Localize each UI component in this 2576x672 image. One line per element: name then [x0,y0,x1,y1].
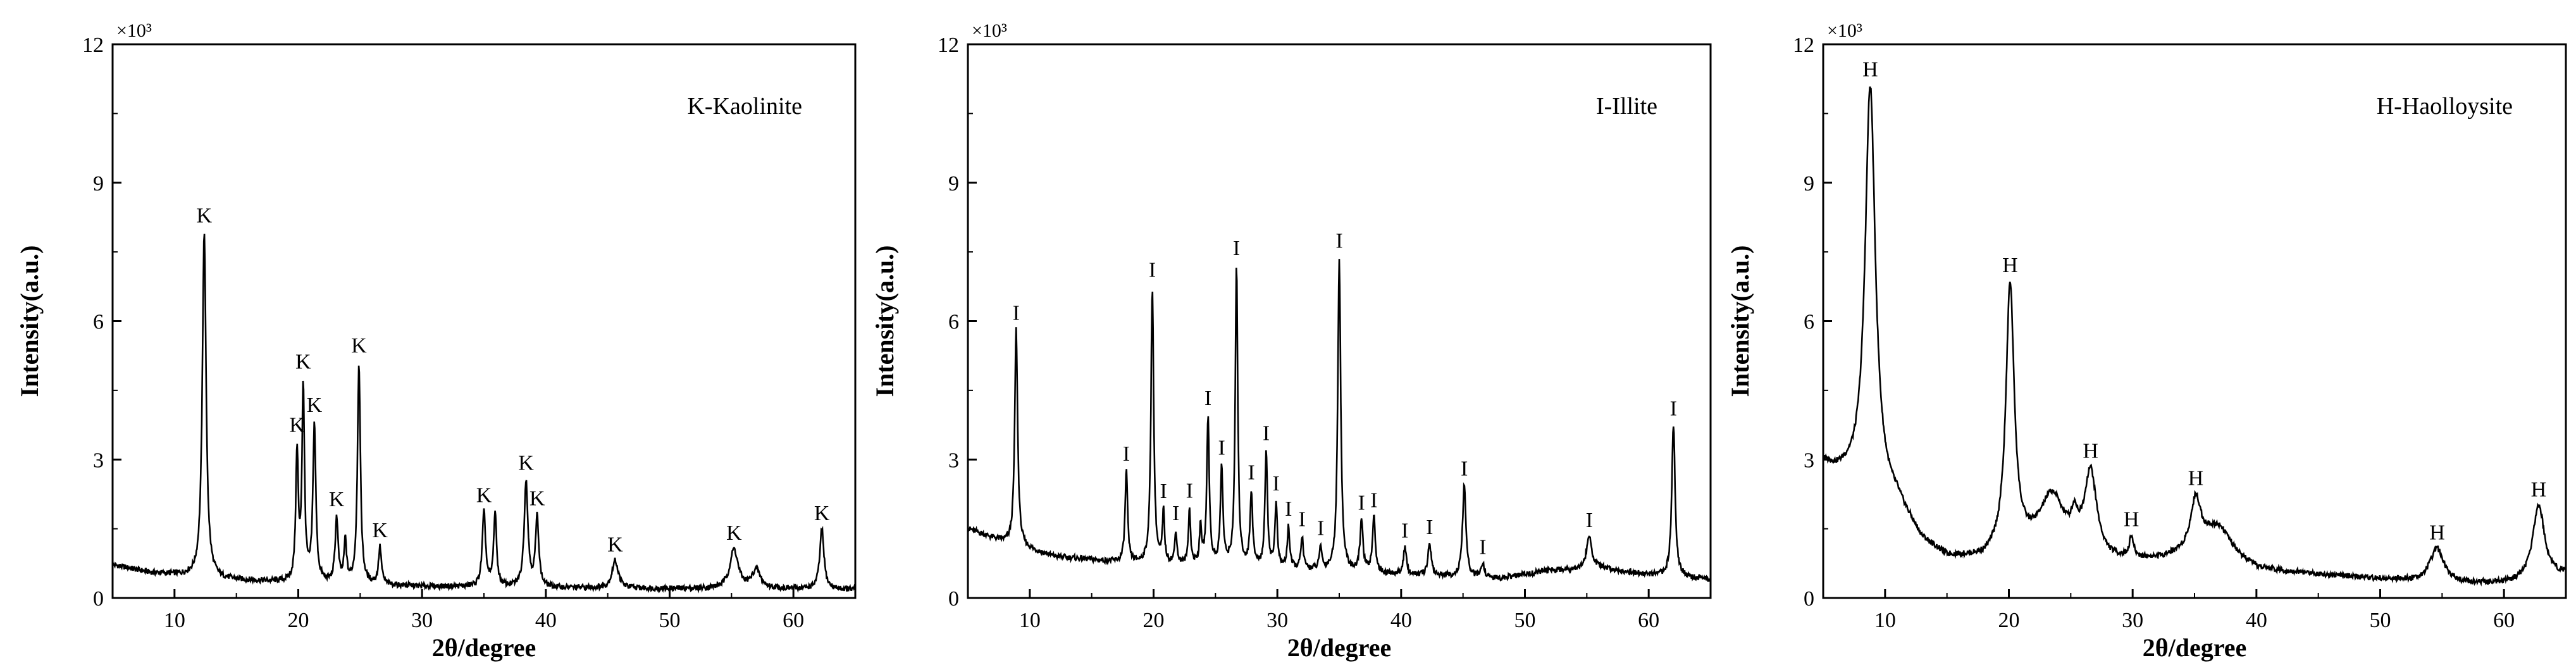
peak-label: K [529,487,545,510]
peak-label: K [289,413,305,437]
peak-label: K [197,204,213,228]
peak-label: I [1160,480,1167,503]
x-tick-label: 30 [1266,609,1288,632]
x-tick-label: 10 [164,609,185,632]
x-tick-label: 60 [2493,609,2515,632]
peak-label: K [607,533,623,557]
y-tick-label: 6 [93,311,104,334]
x-tick-label: 30 [411,609,433,632]
x-tick-label: 40 [2246,609,2267,632]
peak-label: H [2124,507,2139,531]
peak-label: H [2188,466,2204,490]
plot-frame [967,43,1712,599]
y-multiplier: ×10³ [116,20,152,41]
peak-label: I [1370,488,1377,512]
peak-label: I [1273,472,1280,495]
y-multiplier: ×10³ [1827,20,1862,41]
y-axis-title: Intensity(a.u.) [15,245,44,397]
y-multiplier: ×10³ [972,20,1007,41]
y-tick-label: 0 [93,587,104,611]
y-tick-label: 12 [82,34,104,57]
mineral-annotation: I-Illite [1596,93,1657,120]
x-tick-label: 20 [1143,609,1165,632]
y-tick-label: 3 [93,449,104,472]
y-tick-label: 12 [1793,34,1814,57]
y-tick-label: 9 [948,172,959,196]
peak-label: K [307,394,323,417]
chart-panel-1: 10 20 30 40 50 60 0 3 6 9 12 ×10³ 2θ/degree Intensity… [15,20,857,662]
peak-label: I [1401,520,1408,543]
x-tick-label: 20 [1998,609,2020,632]
peak-label: K [518,452,534,475]
peak-label: I [1233,237,1240,260]
y-tick-label: 6 [948,311,959,334]
peak-label: I [1461,457,1468,481]
peak-label: I [1149,258,1156,282]
peak-label: I [1335,230,1342,253]
x-tick-label: 60 [783,609,804,632]
peak-label: I [1285,497,1292,521]
chart-panel-3: 10 20 30 40 50 60 0 3 6 9 12 ×10³ 2θ/degree Intensity… [1726,20,2567,662]
mineral-annotation: K-Kaolinite [687,93,802,120]
peak-label: H [2429,521,2445,545]
x-axis-title: 2θ/degree [2143,633,2247,662]
x-tick-label: 40 [1390,609,1412,632]
peak-label: I [1358,492,1365,515]
y-tick-label: 12 [938,34,959,57]
peak-label: H [2531,478,2547,501]
peak-label: I [1317,516,1324,540]
peak-label: I [1670,397,1677,421]
x-tick-label: 50 [659,609,681,632]
peak-label: K [476,484,492,507]
peak-label: H [1862,58,1878,82]
x-tick-label: 10 [1874,609,1896,632]
peak-label: I [1426,516,1433,539]
y-tick-label: 0 [1804,587,1814,611]
peak-label: I [1204,387,1211,410]
y-tick-label: 9 [93,172,104,196]
x-tick-label: 50 [2370,609,2391,632]
peak-label: K [814,502,830,525]
peak-label: I [1218,436,1225,459]
y-tick-label: 3 [948,449,959,472]
xrd-trace [111,233,857,594]
x-tick-label: 30 [2122,609,2143,632]
y-tick-label: 9 [1804,172,1814,196]
peak-label: I [1186,480,1193,503]
peak-label: I [1263,422,1270,445]
mineral-annotation: H-Haolloysite [2377,93,2513,120]
y-tick-label: 3 [1804,449,1814,472]
x-tick-label: 20 [288,609,309,632]
peak-label: K [329,488,345,511]
chart-panel-2: 10 20 30 40 50 60 0 3 6 9 12 ×10³ 2θ/degree Intensity… [870,20,1712,662]
peak-label: K [295,351,311,374]
peak-label: I [1123,442,1130,466]
peak-label: I [1586,509,1593,532]
peak-label: H [2002,254,2018,277]
peak-label: I [1013,302,1020,325]
peak-label: K [372,519,388,542]
x-tick-label: 60 [1638,609,1659,632]
xrd-trace [1822,86,2567,587]
x-axis-title: 2θ/degree [432,633,536,662]
xrd-trace [967,259,1712,582]
x-tick-label: 50 [1514,609,1536,632]
plot-frame [1822,43,2567,599]
peak-label: I [1248,461,1254,485]
x-tick-label: 40 [535,609,557,632]
y-axis-title: Intensity(a.u.) [1726,245,1754,397]
x-tick-label: 10 [1019,609,1041,632]
peak-label: K [726,521,742,545]
peak-label: H [2083,440,2098,463]
y-tick-label: 0 [948,587,959,611]
peak-label: I [1172,502,1179,525]
y-axis-title: Intensity(a.u.) [870,245,899,397]
y-tick-label: 6 [1804,311,1814,334]
peak-label: K [351,334,367,358]
x-axis-title: 2θ/degree [1287,633,1392,662]
peak-label: I [1479,535,1486,559]
peak-label: I [1299,507,1306,531]
